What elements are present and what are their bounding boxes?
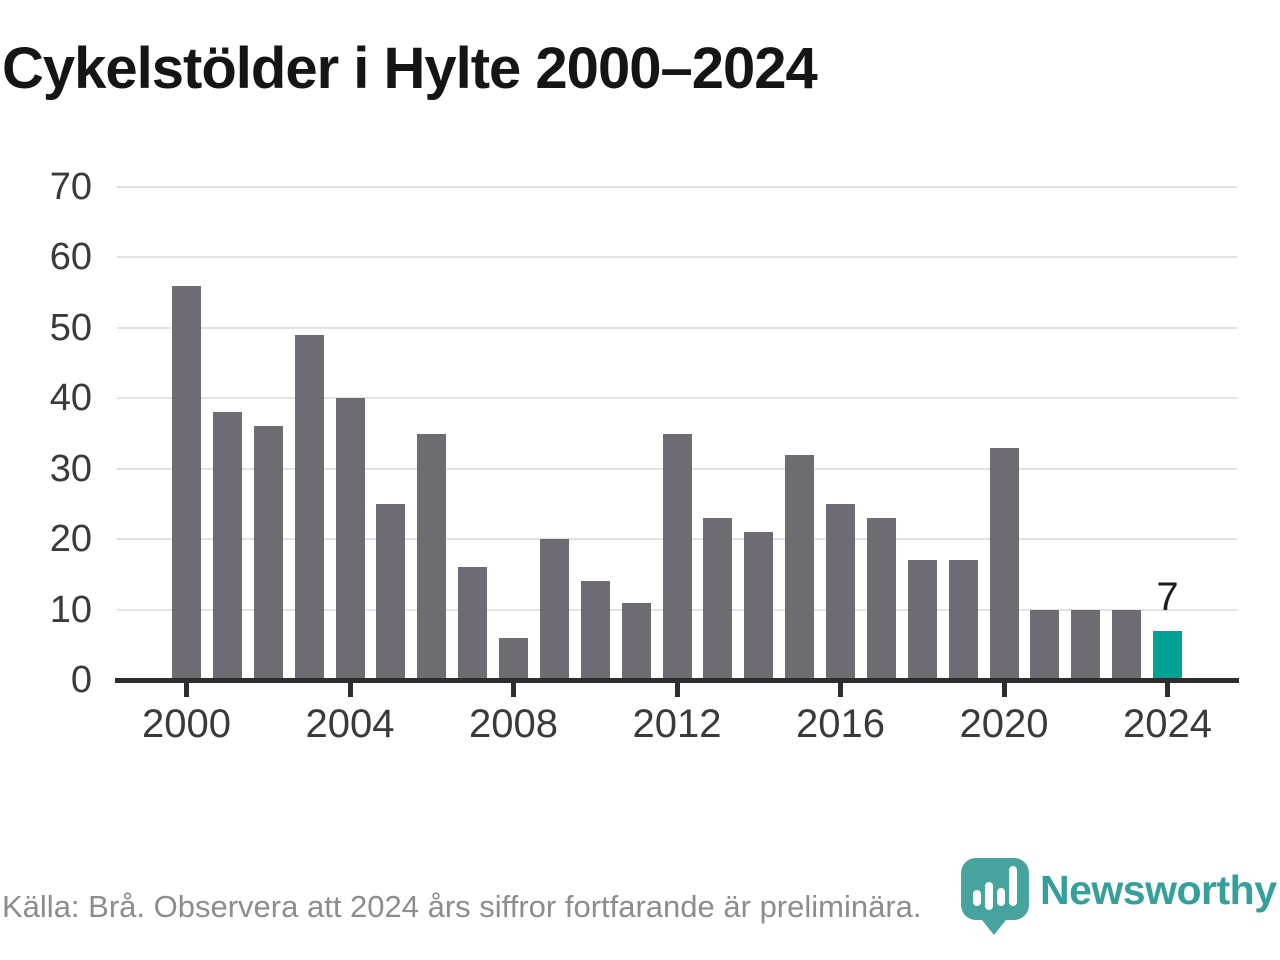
x-axis-label-2020: 2020 <box>959 702 1049 746</box>
x-axis-tick-2000 <box>184 683 189 697</box>
x-axis-label-2016: 2016 <box>796 702 885 746</box>
bar-2009 <box>539 539 569 680</box>
bar-2017 <box>866 518 896 680</box>
x-axis-label-2012: 2012 <box>632 702 722 746</box>
bar-value-label-2024: 7 <box>1156 574 1179 619</box>
x-axis-label-2024: 2024 <box>1123 702 1212 746</box>
bar-2005 <box>376 503 406 680</box>
x-axis-tick-2008 <box>511 683 516 697</box>
x-axis-tick-2016 <box>838 683 843 697</box>
x-axis-tick-2020 <box>1001 683 1007 697</box>
gridline-y60 <box>117 256 1237 259</box>
bar-2018 <box>907 560 937 680</box>
plot-area <box>115 186 1239 683</box>
newsworthy-logo: Newsworthy <box>960 857 1278 937</box>
y-axis-label-50: 50 <box>49 306 92 349</box>
newsworthy-pin-icon <box>961 858 1029 935</box>
bar-2008 <box>499 637 528 680</box>
gridline-y40 <box>117 397 1237 400</box>
gridline-y50 <box>117 326 1237 329</box>
x-axis-label-2004: 2004 <box>305 702 395 746</box>
bar-2019 <box>948 560 978 680</box>
x-axis-tick-2004 <box>347 683 353 697</box>
gridline-y70 <box>117 186 1237 188</box>
chart-title: Cykelstölder i Hylte 2000–2024 <box>2 36 818 101</box>
source-note: Källa: Brå. Observera att 2024 års siffr… <box>2 889 922 924</box>
bar-2013 <box>703 518 733 680</box>
bar-2001 <box>212 412 242 680</box>
bar-2023 <box>1112 609 1142 680</box>
y-axis-label-0: 0 <box>70 659 92 701</box>
bar-2011 <box>621 602 651 680</box>
bar-2014 <box>744 532 774 680</box>
bar-2021 <box>1030 609 1060 680</box>
x-axis-tick-2012 <box>674 683 680 697</box>
bar-2006 <box>417 433 447 680</box>
y-axis-label-40: 40 <box>49 377 92 420</box>
y-axis-label-20: 20 <box>49 518 92 561</box>
x-axis-label-2008: 2008 <box>469 702 558 746</box>
bar-2016 <box>826 503 855 680</box>
bar-2010 <box>580 581 610 680</box>
newsworthy-logo-text: Newsworthy <box>1040 867 1277 913</box>
bar-2000 <box>172 285 201 680</box>
bar-2024 <box>1153 630 1182 680</box>
y-axis-label-60: 60 <box>49 236 92 279</box>
y-axis-label-30: 30 <box>49 447 92 490</box>
bar-2012 <box>662 433 692 680</box>
bar-2007 <box>458 567 488 680</box>
y-axis-label-10: 10 <box>49 588 92 631</box>
bar-2022 <box>1071 609 1101 680</box>
bar-2004 <box>335 398 365 680</box>
bar-2003 <box>294 334 324 680</box>
y-axis-label-70: 70 <box>49 166 92 208</box>
x-axis-tick-2024 <box>1165 683 1170 697</box>
bar-2015 <box>785 454 815 680</box>
bar-2002 <box>253 426 283 680</box>
bar-2020 <box>989 447 1019 680</box>
x-axis-label-2000: 2000 <box>142 702 231 746</box>
x-axis-line <box>115 678 1239 683</box>
